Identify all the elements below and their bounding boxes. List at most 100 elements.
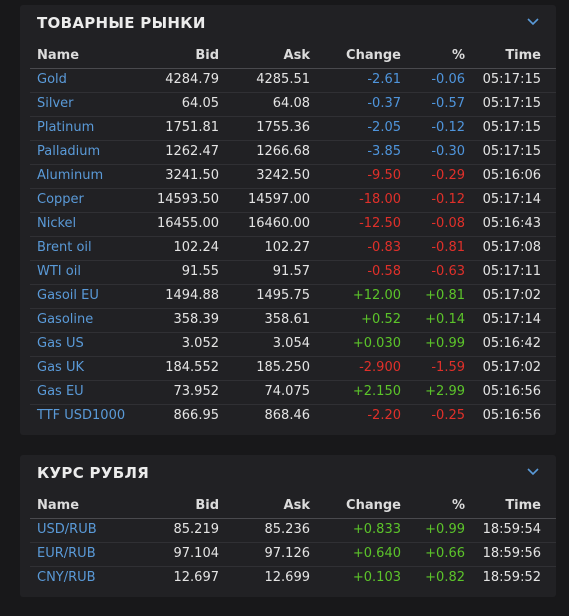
instrument-link[interactable]: USD/RUB <box>37 522 97 537</box>
instrument-link[interactable]: Gasoline <box>37 312 94 327</box>
cell: +0.82 <box>425 570 465 585</box>
instrument-link[interactable]: Silver <box>37 96 74 111</box>
collapse-toggle[interactable] <box>526 17 540 27</box>
cell: -9.50 <box>367 168 401 183</box>
column-header: Change <box>346 48 401 63</box>
cell: 74.075 <box>264 384 311 399</box>
cell: 3.052 <box>181 336 219 351</box>
row-divider <box>30 308 556 309</box>
cell: 91.55 <box>181 264 219 279</box>
panel: ТОВАРНЫЕ РЫНКИ Name Bid Ask Change% Time Gold 4… <box>20 5 556 435</box>
cell: 05:16:56 <box>482 408 541 423</box>
cell: -0.29 <box>431 168 465 183</box>
instrument-link[interactable]: Copper <box>37 192 84 207</box>
instrument-link[interactable]: Gas EU <box>37 384 84 399</box>
cell: -0.12 <box>431 192 465 207</box>
cell: -0.30 <box>431 144 465 159</box>
cell: -0.57 <box>431 96 465 111</box>
cell: 184.552 <box>165 360 219 375</box>
cell: 97.126 <box>264 546 311 561</box>
cell: 05:17:08 <box>482 240 541 255</box>
header-divider <box>30 68 556 69</box>
column-header: Time <box>505 498 541 513</box>
cell: 185.250 <box>256 360 310 375</box>
row-divider <box>30 404 556 405</box>
cell: 358.39 <box>173 312 220 327</box>
column-header: Bid <box>195 498 219 513</box>
column-header: Ask <box>283 48 310 63</box>
column-header: Name <box>37 48 80 63</box>
section-title: КУРС РУБЛЯ <box>37 464 150 482</box>
cell: -0.25 <box>431 408 465 423</box>
cell: 1494.88 <box>165 288 219 303</box>
cell: 1495.75 <box>256 288 310 303</box>
row-divider <box>30 164 556 165</box>
row-divider <box>30 116 556 117</box>
cell: -2.20 <box>367 408 401 423</box>
cell: -0.08 <box>431 216 465 231</box>
cell: 1751.81 <box>165 120 219 135</box>
instrument-link[interactable]: Brent oil <box>37 240 92 255</box>
column-header: % <box>451 48 465 63</box>
instrument-link[interactable]: Gold <box>37 72 67 87</box>
row-divider <box>30 140 556 141</box>
cell: +0.640 <box>352 546 401 561</box>
cell: 1755.36 <box>256 120 310 135</box>
instrument-link[interactable]: Platinum <box>37 120 95 135</box>
instrument-link[interactable]: Aluminum <box>37 168 104 183</box>
cell: 3241.50 <box>165 168 219 183</box>
cell: +12.00 <box>352 288 401 303</box>
cell: -0.58 <box>367 264 401 279</box>
column-header: Change <box>346 498 401 513</box>
cell: -18.00 <box>359 192 401 207</box>
cell: 05:17:15 <box>482 144 541 159</box>
row-divider <box>30 236 556 237</box>
cell: 16460.00 <box>247 216 310 231</box>
instrument-link[interactable]: CNY/RUB <box>37 570 96 585</box>
column-header: Bid <box>195 48 219 63</box>
instrument-link[interactable]: Nickel <box>37 216 77 231</box>
cell: 4284.79 <box>165 72 219 87</box>
cell: 05:17:15 <box>482 96 541 111</box>
cell: 05:16:56 <box>482 384 541 399</box>
cell: 12.699 <box>264 570 311 585</box>
instrument-link[interactable]: TTF USD1000 <box>37 408 126 423</box>
row-divider <box>30 188 556 189</box>
cell: +2.99 <box>425 384 465 399</box>
cell: 3242.50 <box>256 168 310 183</box>
cell: 16455.00 <box>156 216 219 231</box>
cell: -2.05 <box>367 120 401 135</box>
instrument-link[interactable]: WTI oil <box>37 264 81 279</box>
instrument-link[interactable]: Gasoil EU <box>37 288 99 303</box>
cell: 97.104 <box>173 546 220 561</box>
instrument-link[interactable]: Palladium <box>37 144 101 159</box>
cell: 05:17:14 <box>482 192 541 207</box>
cell: +0.81 <box>425 288 465 303</box>
cell: -12.50 <box>359 216 401 231</box>
cell: 64.08 <box>272 96 310 111</box>
cell: 1262.47 <box>165 144 219 159</box>
column-header: Name <box>37 498 80 513</box>
cell: 1266.68 <box>256 144 310 159</box>
instrument-link[interactable]: EUR/RUB <box>37 546 96 561</box>
cell: 05:17:14 <box>482 312 541 327</box>
cell: +0.103 <box>352 570 401 585</box>
cell: +0.66 <box>425 546 465 561</box>
cell: 05:17:02 <box>482 360 541 375</box>
cell: +0.833 <box>352 522 401 537</box>
instrument-link[interactable]: Gas UK <box>37 360 84 375</box>
cell: -0.63 <box>431 264 465 279</box>
cell: 102.27 <box>264 240 311 255</box>
cell: -0.83 <box>367 240 401 255</box>
column-header: % <box>451 498 465 513</box>
cell: 05:17:02 <box>482 288 541 303</box>
cell: -3.85 <box>367 144 401 159</box>
cell: 18:59:52 <box>482 570 541 585</box>
row-divider <box>30 284 556 285</box>
cell: +0.030 <box>352 336 401 351</box>
cell: 91.57 <box>272 264 310 279</box>
collapse-toggle[interactable] <box>526 467 540 477</box>
instrument-link[interactable]: Gas US <box>37 336 84 351</box>
cell: +0.14 <box>425 312 465 327</box>
header-divider <box>30 518 556 519</box>
